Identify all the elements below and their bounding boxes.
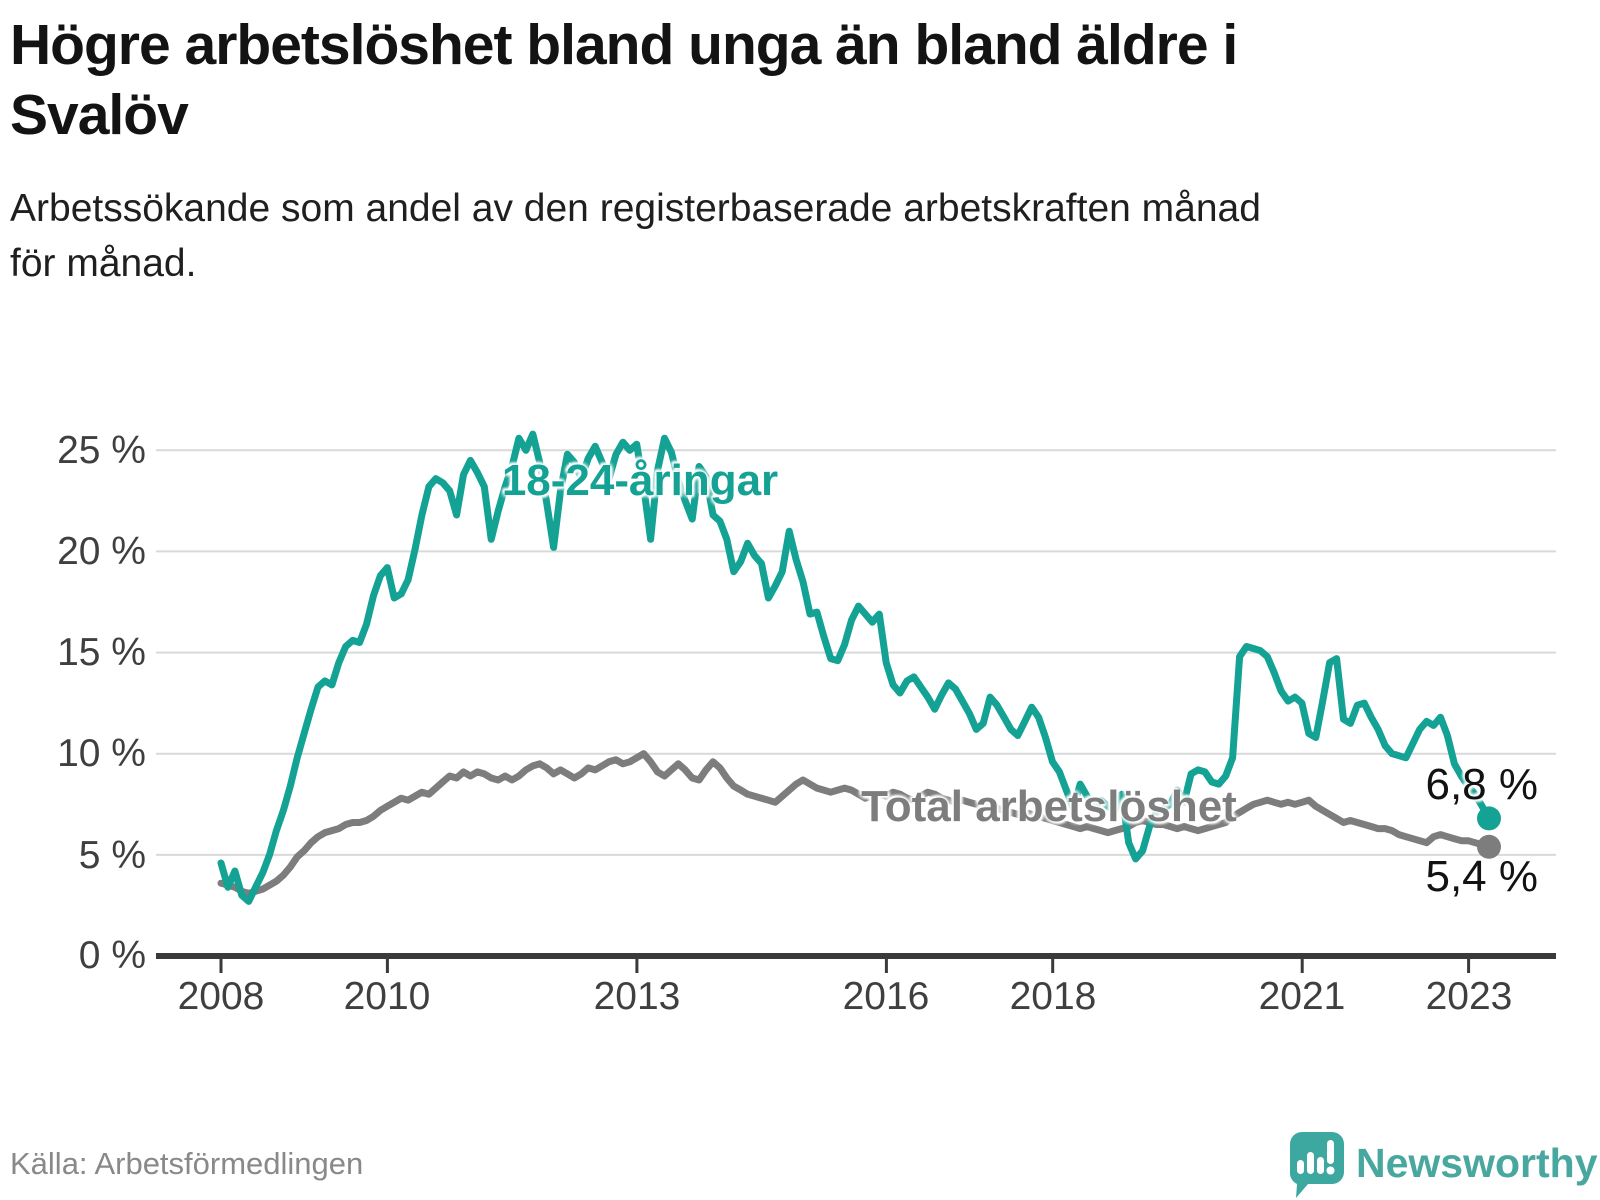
series-label-youth: 18-24-åringar — [501, 456, 779, 505]
x-tick-label-2016: 2016 — [842, 975, 930, 1018]
source-note: Källa: Arbetsförmedlingen — [10, 1146, 364, 1181]
y-tick-label-0: 0 % — [78, 934, 146, 977]
series-label-total: Total arbetslöshet — [861, 782, 1237, 831]
page-title: Högre arbetslöshet bland unga än bland ä… — [10, 10, 1592, 150]
x-axis — [156, 953, 1556, 973]
series-line-total — [217, 750, 1493, 897]
x-tick-label-2010: 2010 — [343, 975, 431, 1018]
end-dot-youth — [1477, 806, 1501, 831]
end-dot-total — [1477, 834, 1501, 859]
y-tick-label-25: 25 % — [57, 429, 146, 472]
x-tick-label-2018: 2018 — [1009, 975, 1097, 1018]
y-tick-label-10: 10 % — [57, 732, 146, 775]
y-tick-label-15: 15 % — [57, 631, 146, 674]
series-layer — [217, 430, 1501, 905]
gridlines — [156, 449, 1556, 856]
chart-subtitle: Arbetssökande som andel av den registerb… — [10, 182, 1570, 291]
brand-name: Newsworthy — [1356, 1140, 1598, 1186]
page-title-line2: Svalöv — [10, 83, 189, 148]
end-value-label-youth: 6,8 % — [1425, 760, 1538, 809]
end-value-label-total: 5,4 % — [1425, 852, 1538, 901]
y-tick-label-20: 20 % — [57, 530, 146, 573]
x-tick-label-2013: 2013 — [593, 975, 681, 1018]
series-line-youth — [217, 430, 1493, 905]
chart-subtitle-line1: Arbetssökande som andel av den registerb… — [10, 187, 1261, 230]
newsworthy-logo-icon — [1289, 1132, 1344, 1198]
x-tick-label-2008: 2008 — [177, 975, 265, 1018]
x-tick-label-2023: 2023 — [1425, 975, 1513, 1018]
x-tick-label-2021: 2021 — [1258, 975, 1346, 1018]
y-tick-label-5: 5 % — [78, 834, 146, 877]
page-title-line1: Högre arbetslöshet bland unga än bland ä… — [10, 13, 1238, 77]
chart-subtitle-line2: för månad. — [10, 241, 197, 285]
